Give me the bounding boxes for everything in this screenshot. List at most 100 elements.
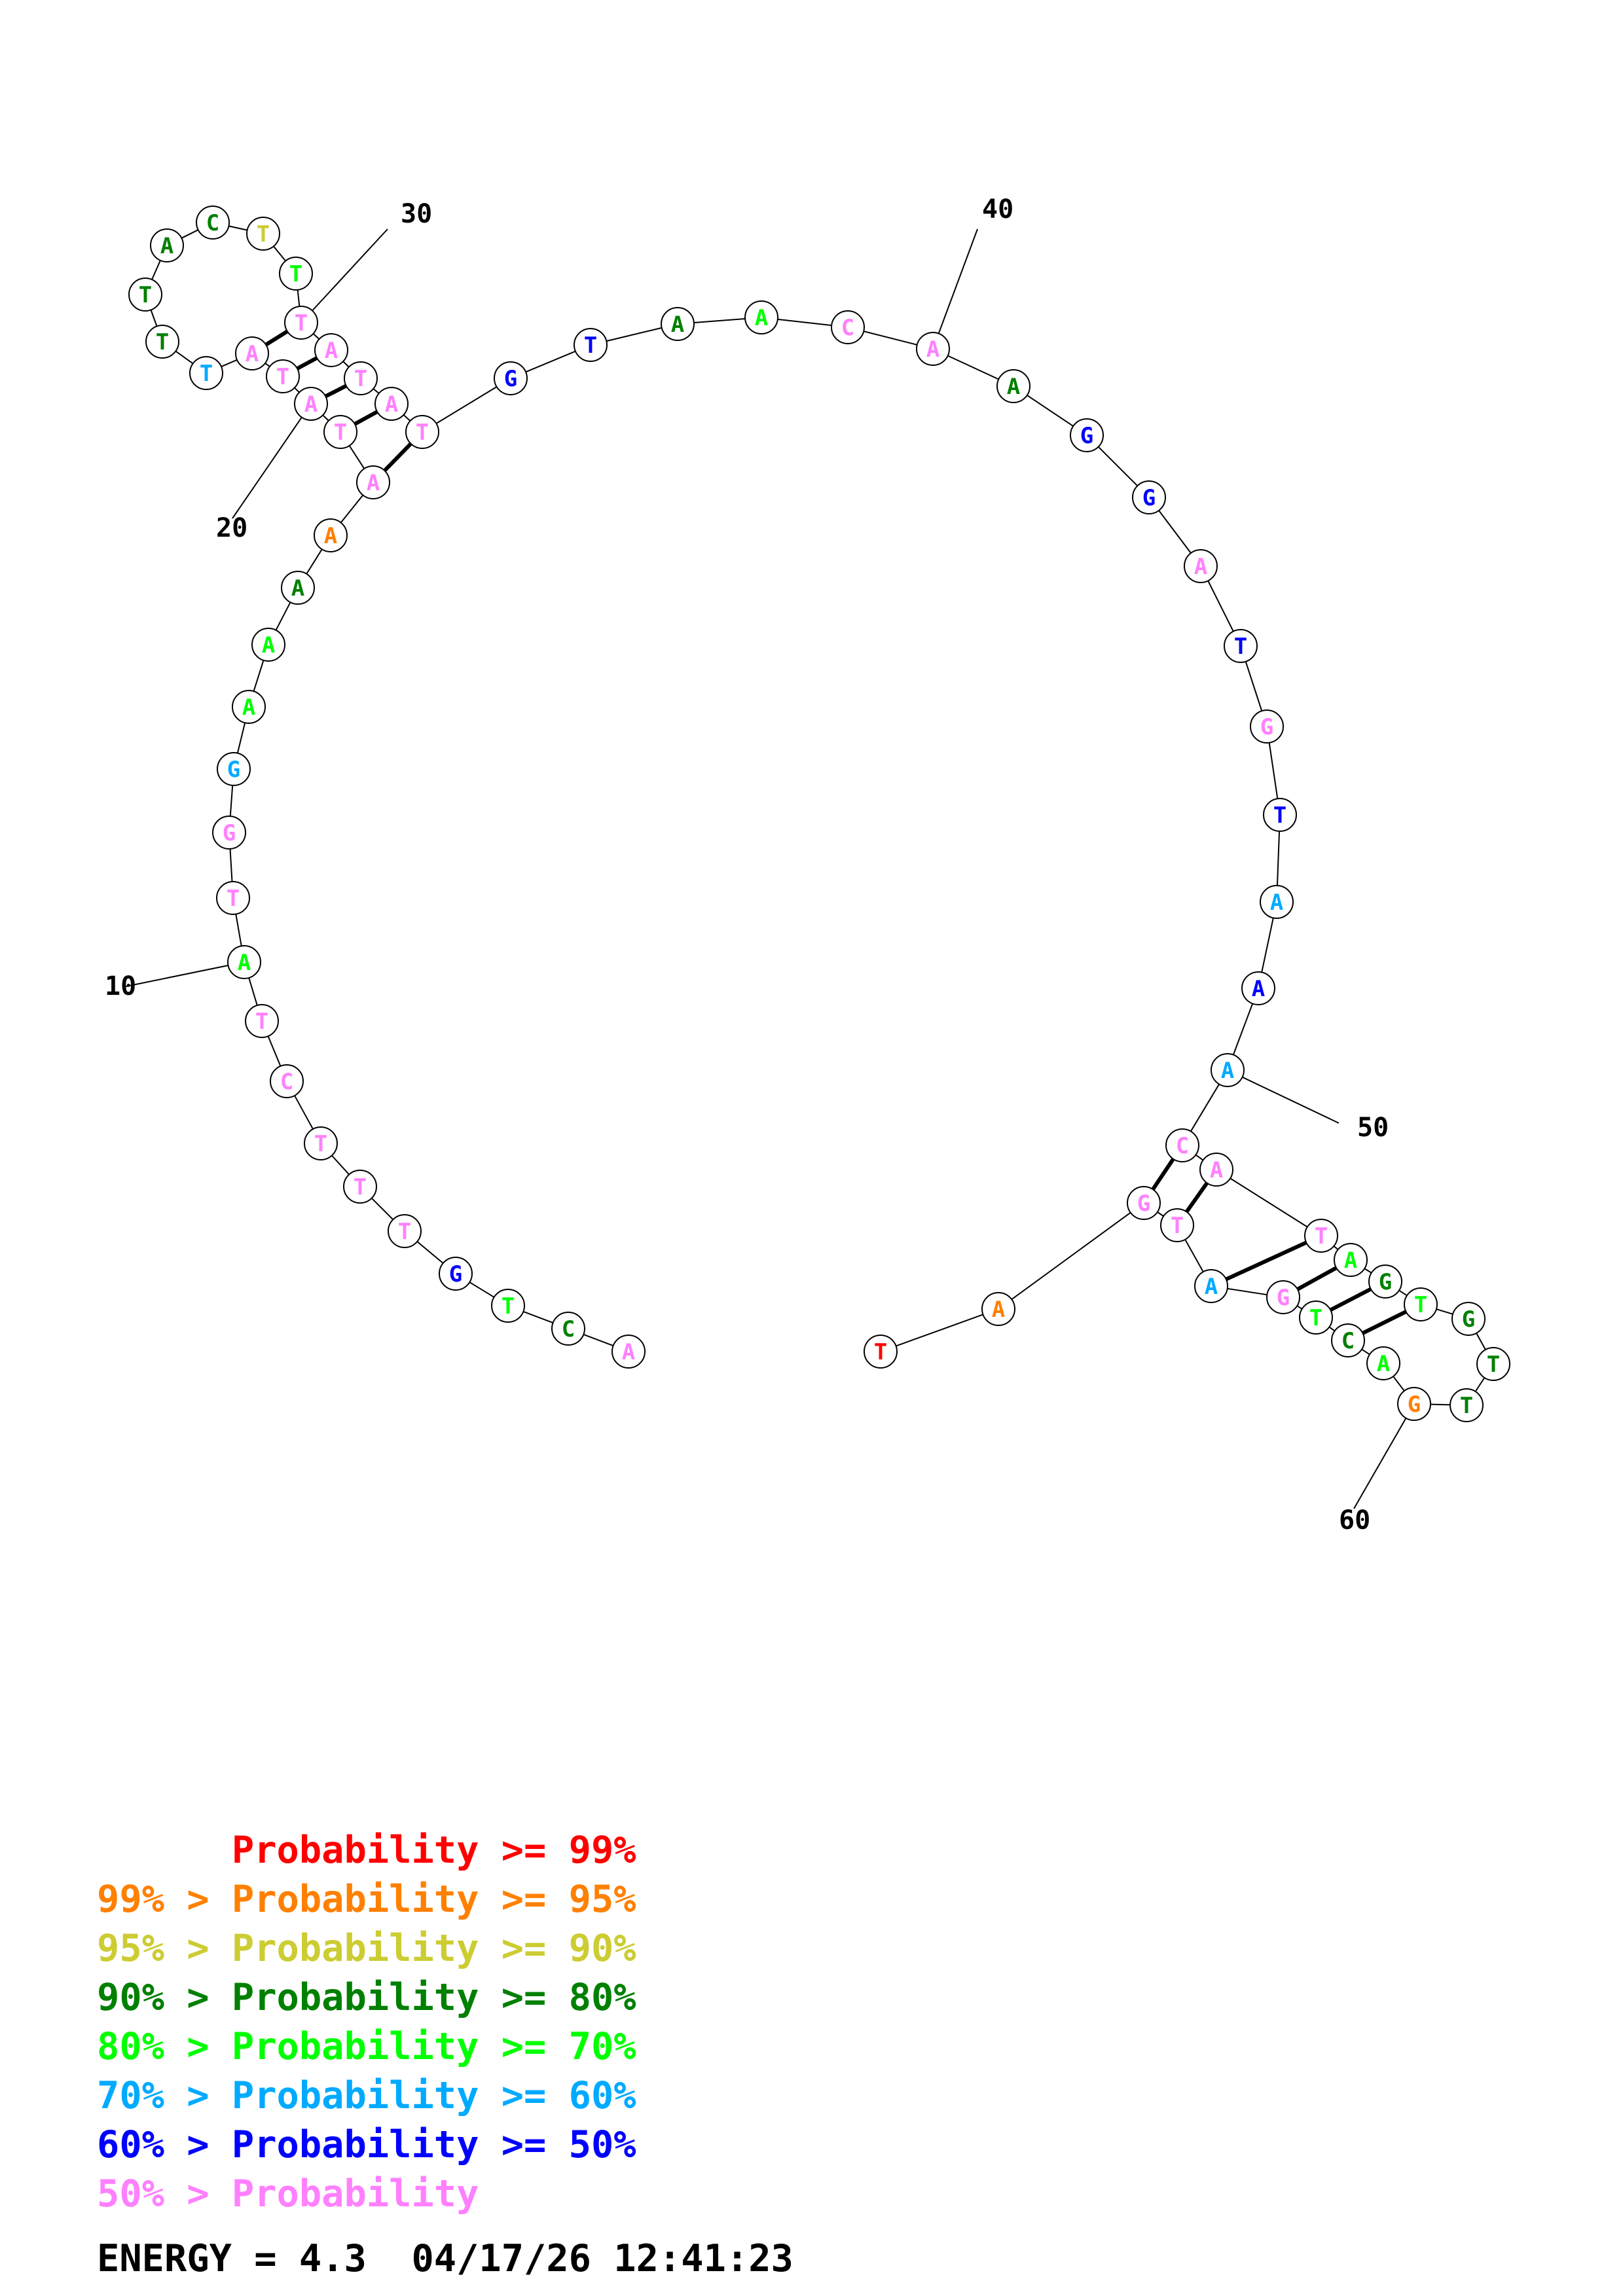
nucleotide-base: T bbox=[1171, 1213, 1184, 1239]
energy-value: ENERGY = 4.3 bbox=[97, 2237, 367, 2280]
nucleotide-base: A bbox=[291, 575, 304, 601]
nucleotide-base: G bbox=[1379, 1269, 1392, 1295]
backbone bbox=[150, 225, 1486, 1406]
nucleotide-base: T bbox=[398, 1219, 411, 1245]
nucleotide: A bbox=[1199, 1153, 1233, 1187]
backbone-segment bbox=[175, 350, 194, 365]
backbone-segment bbox=[1474, 1377, 1486, 1392]
nucleotide-base: A bbox=[324, 523, 337, 549]
nucleotide: C bbox=[270, 1064, 304, 1098]
nucleotide-circle bbox=[491, 1289, 525, 1323]
nucleotide-circle bbox=[1132, 480, 1166, 514]
backbone-segment bbox=[435, 386, 498, 424]
legend-prefix: 50% > bbox=[97, 2172, 232, 2215]
nucleotide-base: G bbox=[1260, 714, 1273, 740]
backbone-segment bbox=[693, 317, 746, 324]
nucleotide: A bbox=[1184, 549, 1218, 583]
nucleotide-circle bbox=[1263, 798, 1297, 832]
nucleotide: T bbox=[1299, 1300, 1333, 1335]
nucleotide-base: G bbox=[1080, 423, 1093, 449]
legend-prefix: 60% > bbox=[97, 2123, 232, 2166]
nucleotide-circle bbox=[150, 228, 184, 262]
nucleotide-circle bbox=[1299, 1300, 1333, 1335]
backbone-segment bbox=[294, 387, 300, 393]
nucleotide: T bbox=[128, 278, 162, 312]
base-pair-line bbox=[1296, 1266, 1338, 1291]
backbone-segment bbox=[777, 318, 832, 327]
nucleotide: T bbox=[388, 1214, 422, 1248]
nucleotide-base: A bbox=[1270, 889, 1283, 916]
backbone-segment bbox=[331, 1155, 350, 1175]
nucleotide-base: A bbox=[304, 391, 318, 418]
nucleotide: A bbox=[227, 945, 261, 979]
nucleotide-circle bbox=[212, 816, 246, 850]
nucleotide-circle bbox=[1260, 885, 1294, 919]
nucleotide-circle bbox=[831, 310, 865, 344]
backbone-segment bbox=[273, 245, 286, 262]
backbone-segment bbox=[896, 1314, 983, 1347]
nucleotide: A bbox=[996, 369, 1030, 403]
nucleotide: T bbox=[245, 1004, 279, 1038]
nucleotide-base: G bbox=[1142, 485, 1156, 511]
footer: ENERGY = 4.3 04/17/26 12:41:23 bbox=[97, 2237, 793, 2280]
backbone-segment bbox=[863, 331, 918, 346]
backbone-segment bbox=[297, 289, 301, 307]
backbone-segment bbox=[1268, 742, 1279, 799]
nucleotide-circle bbox=[128, 278, 162, 312]
nucleotide-circle bbox=[251, 628, 285, 662]
nucleotide-base: A bbox=[622, 1339, 635, 1365]
nucleotide-circle bbox=[374, 387, 409, 421]
nucleotide-circle bbox=[356, 465, 390, 499]
backbone-segment bbox=[322, 414, 329, 422]
nucleotide-circle bbox=[314, 333, 348, 367]
nucleotide: T bbox=[246, 217, 280, 251]
base-pair-line bbox=[1362, 1310, 1407, 1335]
nucleotide: T bbox=[344, 361, 378, 395]
nucleotide-circle bbox=[1224, 629, 1258, 663]
nucleotide-base: A bbox=[1221, 1058, 1234, 1084]
nucleotide: A bbox=[1334, 1243, 1368, 1277]
nucleotide-base: T bbox=[289, 261, 302, 287]
nucleotide: G bbox=[1070, 418, 1104, 452]
nucleotide-base: A bbox=[1252, 976, 1265, 1002]
nucleotide-circle bbox=[1304, 1219, 1338, 1253]
position-label: 10 bbox=[105, 971, 136, 1001]
position-label: 50 bbox=[1357, 1113, 1389, 1143]
backbone-segment bbox=[371, 1197, 394, 1221]
nucleotide: T bbox=[1476, 1347, 1510, 1381]
nucleotide-circle bbox=[405, 415, 439, 449]
legend-entry: 70% > Probability >= 60% bbox=[97, 2072, 636, 2121]
backbone-segment bbox=[312, 333, 320, 340]
nucleotide: G bbox=[1368, 1265, 1402, 1299]
nucleotide-base: G bbox=[223, 820, 236, 846]
nucleotide: T bbox=[1404, 1287, 1438, 1321]
nucleotide-circle bbox=[1476, 1347, 1510, 1381]
nucleotide: T bbox=[304, 1126, 338, 1160]
backbone-segment bbox=[1361, 1348, 1370, 1355]
position-tick bbox=[301, 228, 388, 323]
nucleotide-circle bbox=[1368, 1265, 1402, 1299]
nucleotide-circle bbox=[981, 1292, 1015, 1326]
nucleotide: A bbox=[1194, 1269, 1228, 1303]
legend-label: Probability >= 80% bbox=[231, 1976, 636, 2019]
nucleotide-base: T bbox=[257, 221, 270, 247]
legend-prefix: 90% > bbox=[97, 1976, 232, 2019]
nucleotide: A bbox=[281, 571, 315, 605]
position-tick bbox=[1227, 1069, 1340, 1124]
nucleotide: G bbox=[1451, 1302, 1486, 1336]
nucleotide-base: C bbox=[206, 210, 219, 236]
nucleotide: T bbox=[864, 1335, 898, 1369]
position-tick bbox=[232, 403, 312, 519]
legend-label: Probability >= 99% bbox=[231, 1829, 636, 1872]
nucleotide-base: A bbox=[160, 233, 173, 259]
nucleotide-circle bbox=[266, 359, 300, 393]
nucleotide-base: T bbox=[416, 420, 429, 446]
backbone-segment bbox=[1227, 1287, 1267, 1296]
nucleotide-circle bbox=[1165, 1128, 1199, 1162]
position-tick bbox=[1353, 1403, 1415, 1509]
legend-label: Probability bbox=[231, 2172, 479, 2215]
backbone-segment bbox=[275, 601, 291, 631]
nucleotide: T bbox=[1160, 1208, 1194, 1242]
nucleotide-base: A bbox=[992, 1297, 1005, 1323]
backbone-segment bbox=[583, 1333, 613, 1347]
